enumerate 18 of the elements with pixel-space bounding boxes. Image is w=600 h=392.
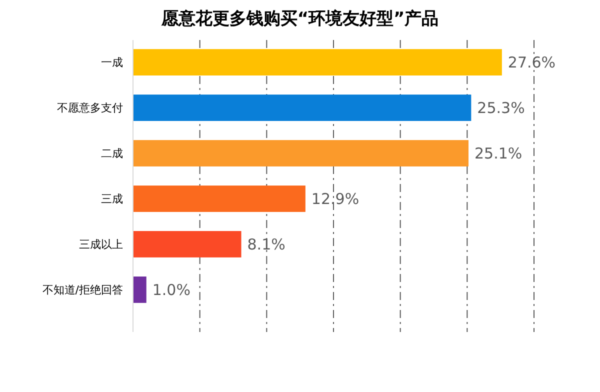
y-tick-label: 不知道/拒绝回答 [42,284,123,297]
y-tick-label: 一成 [101,56,123,70]
bar [133,94,472,121]
chart-title: 愿意花更多钱购买“环境友好型”产品 [160,9,439,29]
data-label: 25.1% [474,144,522,163]
bar [133,186,306,212]
data-label: 12.9% [311,190,360,208]
y-tick-label: 不愿意多支付 [57,102,123,115]
bar [133,49,502,76]
bar [133,231,242,258]
y-tick-label: 三成以上 [79,238,123,252]
bar [133,276,146,303]
data-label: 25.3% [477,99,525,118]
y-tick-label: 三成 [101,192,123,206]
data-label: 8.1% [247,235,286,254]
y-tick-label: 二成 [101,147,123,160]
bar [133,140,469,166]
data-label: 1.0% [152,280,190,299]
